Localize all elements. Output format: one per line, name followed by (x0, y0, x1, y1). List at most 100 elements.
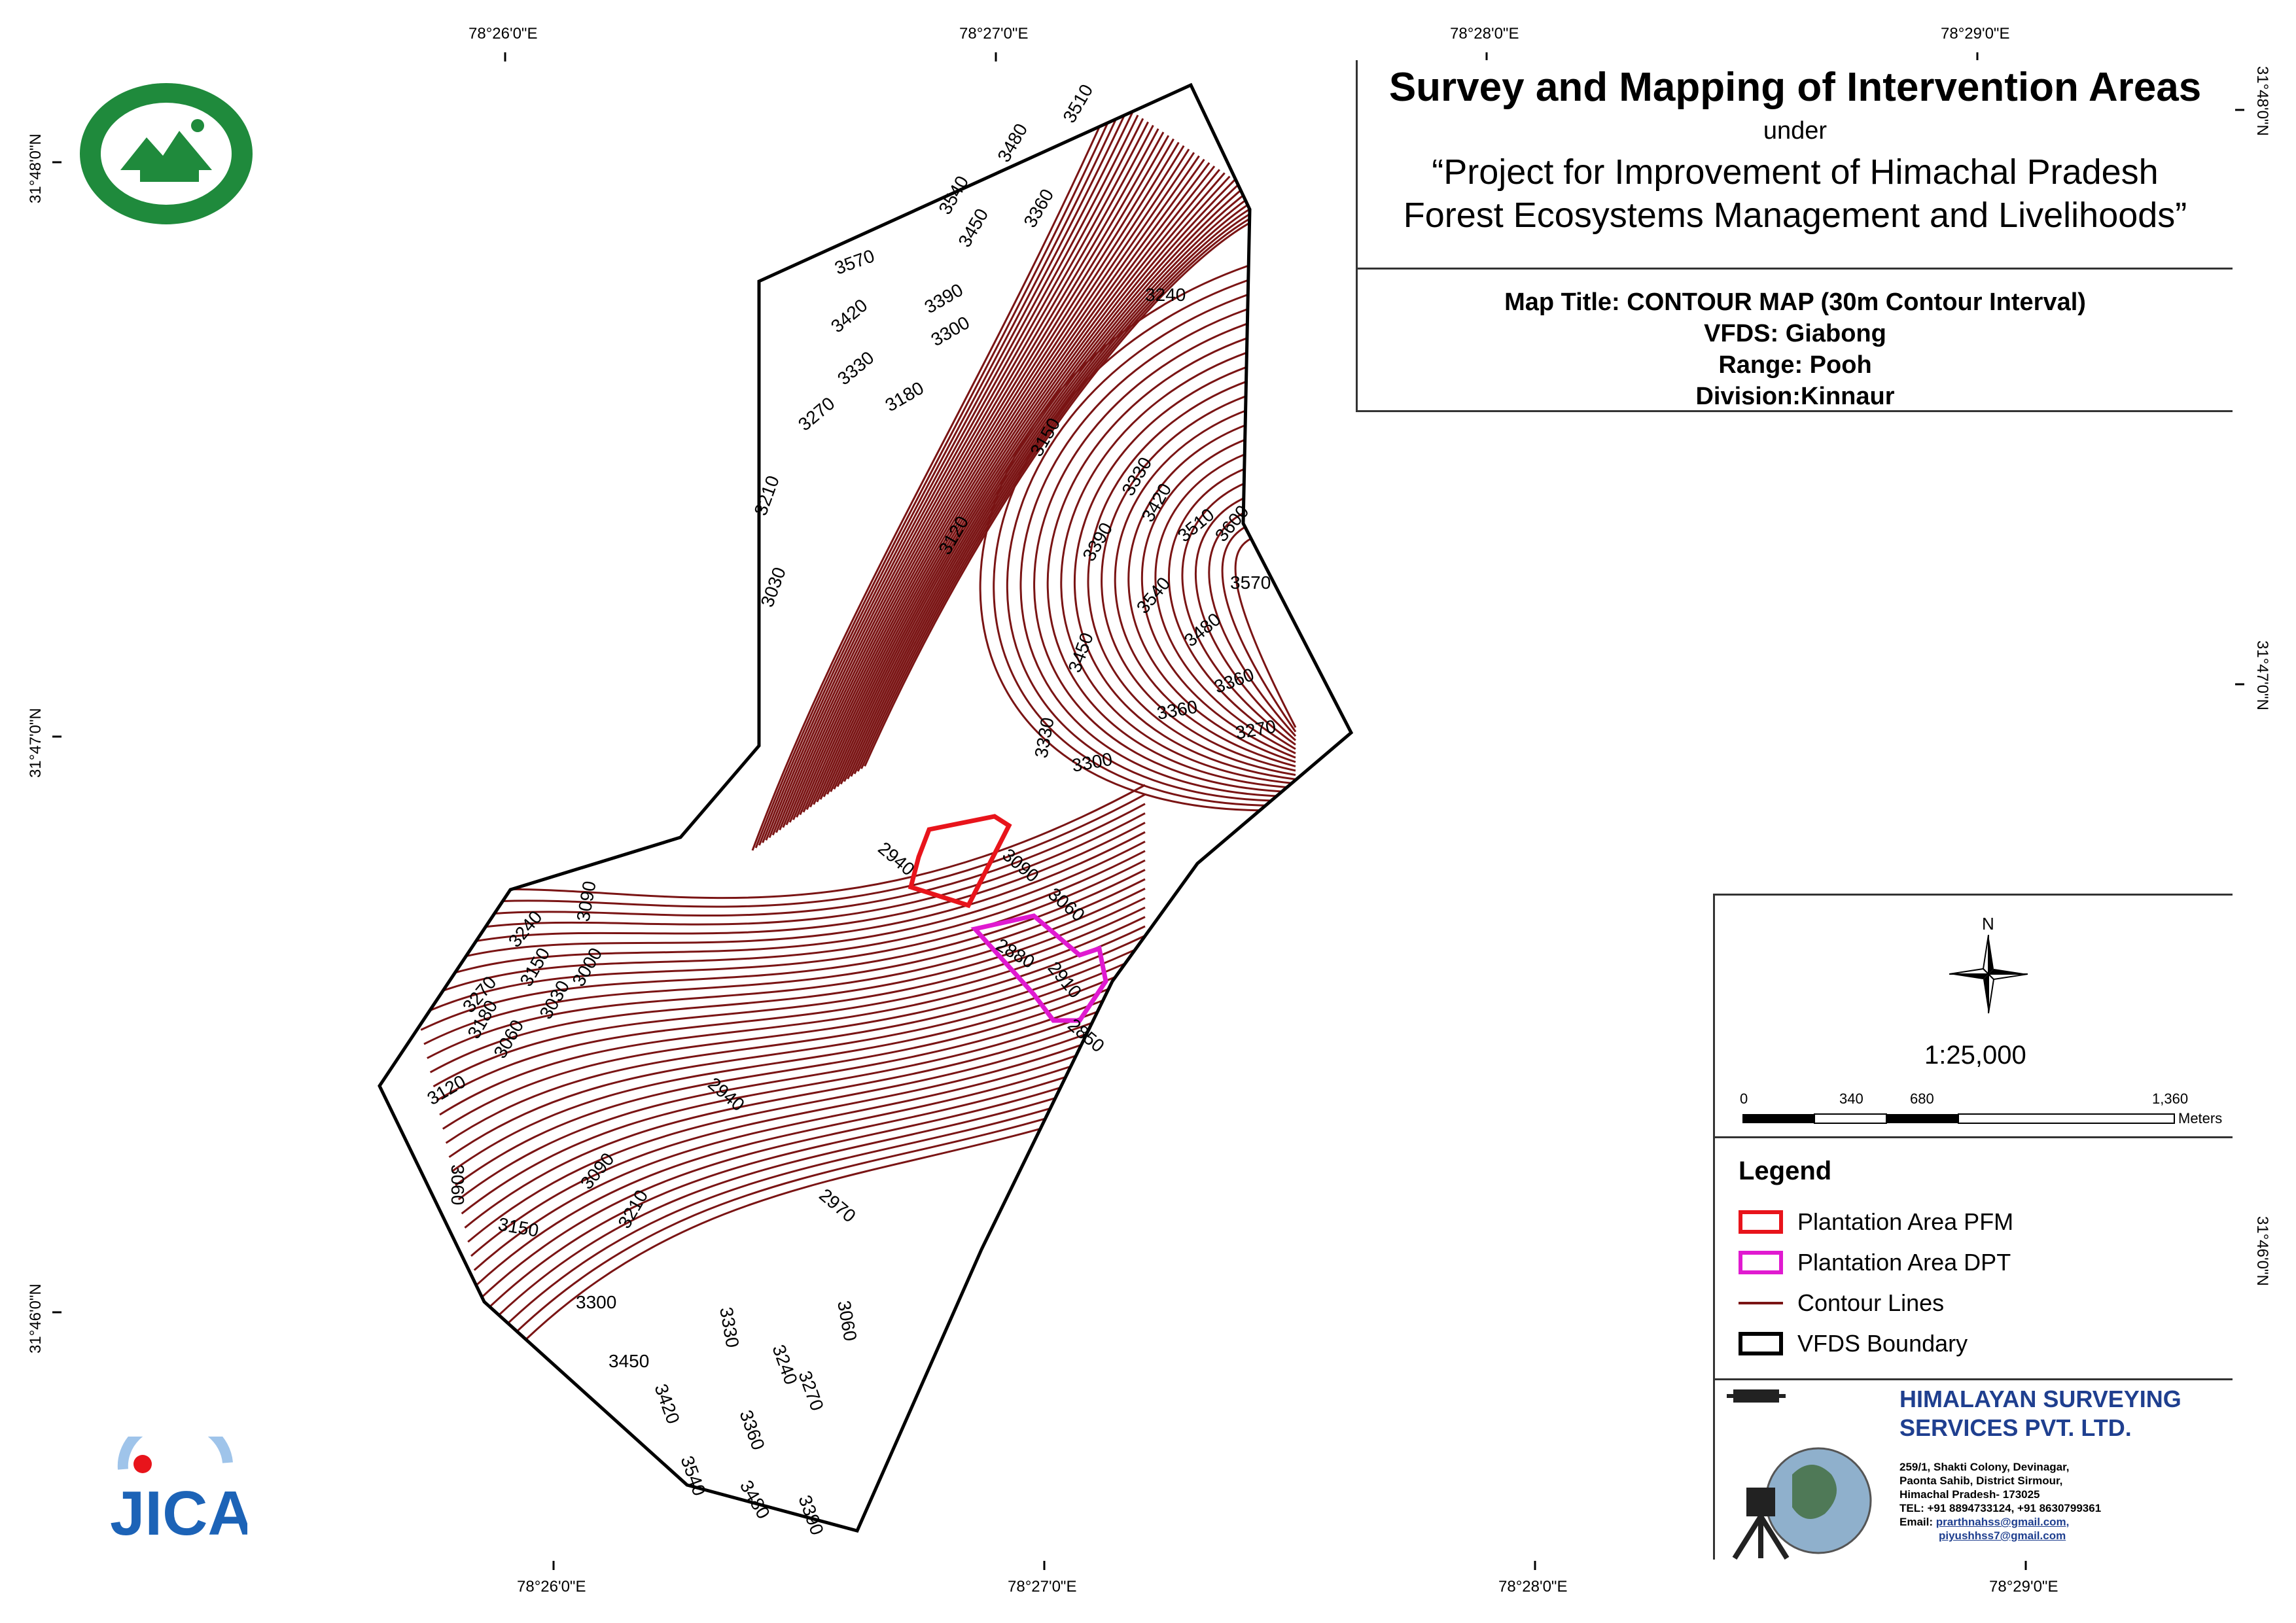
contour-line (439, 925, 1146, 1116)
contour-line (819, 166, 1216, 800)
contour-label: 3360 (1019, 186, 1057, 231)
coord-bottom-4: 78°29'0"E (1989, 1578, 2058, 1596)
contour-line (473, 1029, 1146, 1271)
contour-label: 3030 (757, 565, 790, 610)
scale-tick-340: 340 (1839, 1091, 1863, 1107)
contour-line (414, 850, 1146, 1003)
contour-line (486, 1066, 1146, 1328)
contour-label: 3570 (1230, 572, 1271, 593)
contour-line (448, 953, 1146, 1159)
contour-label: 3270 (794, 1368, 827, 1413)
legend-item-boundary: VFDS Boundary (1739, 1328, 1968, 1359)
contour-line (423, 878, 1146, 1045)
contour-label: 3270 (794, 393, 839, 435)
contour-line (464, 1000, 1146, 1229)
contour-line (1221, 521, 1297, 733)
legend-swatch-dpt (1739, 1251, 1783, 1274)
contour-line (843, 189, 1251, 782)
title-panel: Survey and Mapping of Intervention Areas… (1356, 60, 2233, 270)
north-arrow-icon (1949, 935, 2028, 1013)
contour-line (1033, 319, 1296, 794)
contour-line (1114, 406, 1296, 767)
contour-line (816, 162, 1210, 803)
contour-line (857, 202, 1271, 772)
contour-line (1167, 463, 1296, 750)
scale-bar (1742, 1113, 2175, 1124)
legend-label-contour: Contour Lines (1797, 1289, 1945, 1316)
contour-line (788, 135, 1170, 823)
contour-label: 3060 (448, 1164, 468, 1205)
company-address: 259/1, Shakti Colony, Devinagar, Paonta … (1899, 1460, 2101, 1543)
legend-item-dpt: Plantation Area DPT (1739, 1247, 2011, 1278)
contour-label: 3540 (934, 173, 972, 218)
contour-line (822, 169, 1220, 797)
contour-line (1087, 377, 1296, 777)
vfds-boundary (378, 82, 1354, 1533)
jica-logo: JICA (110, 1437, 247, 1548)
company-email-2[interactable]: piyushhss7@gmail.com (1939, 1529, 2066, 1542)
coord-top-1: 78°26'0"E (468, 25, 538, 43)
company-address-line2: Paonta Sahib, District Sirmour, (1899, 1475, 2063, 1487)
contour-label: 3330 (1031, 716, 1057, 759)
contour-label: 3150 (497, 1213, 540, 1240)
legend-panel: Legend Plantation Area PFM Plantation Ar… (1713, 1138, 2233, 1380)
contour-line (451, 963, 1146, 1172)
contour-label: 3510 (1059, 81, 1097, 126)
company-email-label: Email: (1899, 1516, 1934, 1528)
contour-line (457, 982, 1146, 1200)
title-project-line1: “Project for Improvement of Himachal Pra… (1432, 152, 2159, 192)
vfds-name: VFDS: Giabong (1704, 320, 1886, 347)
company-name-line1: HIMALAYAN SURVEYING (1899, 1386, 2181, 1412)
contour-line (445, 944, 1146, 1144)
contour-label: 3060 (489, 1017, 527, 1062)
contour-label: 2940 (874, 838, 919, 880)
legend-item-pfm: Plantation Area PFM (1739, 1206, 2013, 1238)
company-email-1[interactable]: prarthnahss@gmail.com, (1935, 1516, 2070, 1528)
company-panel: HIMALAYAN SURVEYING SERVICES PVT. LTD. 2… (1713, 1380, 2233, 1560)
hp-forest-logo (80, 83, 253, 224)
contour-line (401, 812, 1146, 947)
title-project: “Project for Improvement of Himachal Pra… (1358, 150, 2233, 237)
contour-line (489, 1075, 1146, 1342)
legend-swatch-boundary (1739, 1332, 1783, 1355)
contour-line (853, 199, 1266, 775)
contour-label: 3090 (573, 879, 599, 923)
contour-line (470, 1019, 1146, 1257)
contour-line (758, 104, 1123, 846)
contour-label: 3180 (882, 377, 927, 415)
company-email-row: Email: prarthnahss@gmail.com, (1899, 1515, 2101, 1529)
scale-panel: N 1:25,000 0 340 680 1,360 Meters (1713, 894, 2233, 1138)
contour-line (495, 1094, 1146, 1370)
contour-label: 3210 (751, 473, 783, 518)
legend-label-dpt: Plantation Area DPT (1797, 1249, 2011, 1276)
contour-line (1141, 434, 1296, 759)
legend-label-boundary: VFDS Boundary (1797, 1330, 1968, 1357)
scale-tick-680: 680 (1910, 1091, 1934, 1107)
contour-line (492, 1085, 1146, 1356)
contour-line (847, 192, 1256, 780)
contour-label: 2880 (993, 934, 1038, 972)
contour-label: 3570 (832, 245, 877, 278)
title-under: under (1763, 117, 1828, 145)
contour-label: 3240 (1145, 285, 1186, 305)
contour-line (1073, 362, 1296, 780)
contour-label: 3420 (827, 295, 872, 337)
contour-label: 3060 (834, 1299, 860, 1343)
coord-bottom-2: 78°27'0"E (1008, 1578, 1077, 1596)
contour-line (779, 124, 1154, 831)
scale-ratio: 1:25,000 (1924, 1041, 2026, 1070)
contour-label: 3510 (1174, 504, 1218, 546)
contour-line (833, 179, 1236, 790)
contour-line (805, 152, 1195, 811)
contour-label: 3240 (768, 1342, 801, 1387)
contour-label: 3300 (1070, 749, 1114, 776)
contour-line (1234, 535, 1297, 728)
contour-line (408, 831, 1146, 975)
contour-line (754, 101, 1119, 848)
contour-line (1006, 290, 1296, 802)
contour-line (771, 118, 1144, 836)
title-main: Survey and Mapping of Intervention Areas (1388, 65, 2202, 110)
contour-line (813, 158, 1205, 805)
contour-line (1154, 449, 1296, 754)
contour-label: 3090 (998, 845, 1043, 886)
